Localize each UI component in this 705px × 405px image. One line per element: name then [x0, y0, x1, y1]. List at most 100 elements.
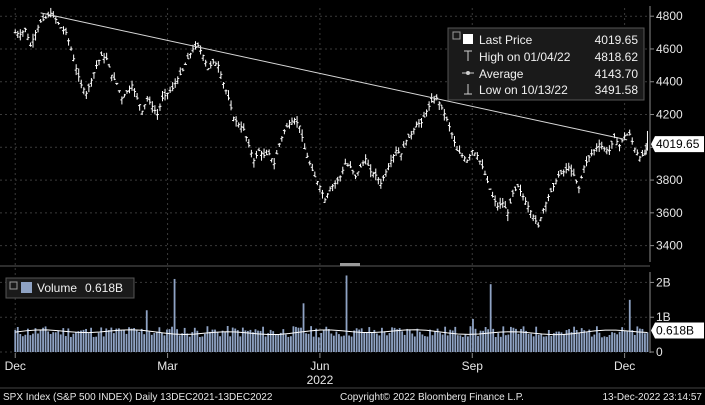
- price-bar: [320, 189, 324, 199]
- price-bar: [640, 149, 644, 157]
- price-legend: Last Price 4019.65 High on 01/04/22 4818…: [447, 27, 645, 101]
- price-bar: [402, 141, 406, 148]
- volume-bar: [105, 328, 108, 352]
- price-bar: [188, 52, 192, 59]
- volume-legend: Volume 0.618B: [5, 277, 135, 299]
- volume-bar: [469, 326, 472, 352]
- price-bar: [194, 41, 198, 50]
- volume-bar: [454, 326, 457, 352]
- price-bar: [64, 27, 68, 36]
- volume-bar: [236, 330, 239, 352]
- last-volume-tag-label: 0.618B: [656, 324, 694, 338]
- volume-bar: [360, 328, 363, 352]
- volume-bar: [26, 328, 29, 352]
- volume-bar: [267, 333, 270, 352]
- high-marker-icon: [464, 50, 472, 61]
- volume-bar: [178, 335, 181, 352]
- month-label: Sep: [462, 359, 484, 373]
- price-bar: [21, 30, 25, 37]
- volume-bar: [497, 333, 500, 352]
- price-bar: [181, 68, 185, 72]
- volume-bar: [310, 326, 313, 352]
- volume-bar: [67, 328, 70, 352]
- volume-bar: [300, 327, 302, 352]
- volume-bar: [375, 333, 378, 352]
- volume-bar: [148, 331, 151, 352]
- volume-bar: [221, 330, 224, 352]
- volume-bar: [499, 336, 502, 352]
- price-bar: [150, 101, 154, 113]
- price-bar: [549, 187, 553, 193]
- volume-bar: [14, 329, 17, 352]
- volume-bar: [575, 329, 578, 352]
- price-bar: [153, 105, 157, 115]
- volume-tick-label: 1B: [656, 310, 671, 324]
- legend-value-low: 3491.58: [595, 83, 639, 97]
- volume-bar: [472, 318, 474, 352]
- volume-bar: [16, 327, 19, 352]
- volume-bar: [646, 332, 649, 352]
- last-price-tag-label: 4019.65: [656, 137, 700, 151]
- volume-bar: [563, 333, 565, 352]
- price-bar: [239, 121, 243, 133]
- price-bar: [595, 143, 599, 152]
- price-bar: [178, 67, 182, 76]
- volume-bar: [249, 329, 252, 352]
- volume-bar: [350, 336, 353, 352]
- price-bar: [262, 148, 266, 159]
- volume-bar: [595, 326, 598, 352]
- price-bar: [397, 147, 401, 154]
- price-bar: [161, 90, 164, 102]
- price-bar: [112, 72, 116, 81]
- price-bar: [105, 52, 109, 61]
- price-bar: [407, 133, 411, 138]
- price-bar: [79, 79, 83, 89]
- volume-bar: [130, 328, 133, 352]
- price-bar: [356, 171, 360, 176]
- price-tick-label: 4200: [656, 108, 683, 122]
- price-bar: [422, 111, 426, 118]
- volume-bar: [601, 337, 603, 352]
- price-bar: [310, 163, 314, 172]
- price-bar: [638, 155, 642, 162]
- volume-bar: [532, 336, 535, 352]
- volume-bar: [191, 332, 194, 352]
- volume-tick-label: 0: [656, 345, 663, 359]
- volume-legend-collapse-icon[interactable]: [9, 281, 18, 290]
- volume-bar: [530, 333, 533, 352]
- volume-bar: [315, 328, 318, 352]
- price-bar: [28, 42, 32, 47]
- volume-bar: [110, 327, 113, 352]
- volume-bar: [325, 326, 328, 352]
- price-bar: [295, 116, 299, 128]
- legend-collapse-icon[interactable]: [452, 31, 461, 40]
- legend-label-average: Average: [479, 67, 524, 81]
- price-bar: [318, 185, 322, 193]
- volume-bar: [441, 334, 444, 352]
- price-bar: [39, 19, 43, 23]
- price-bar: [458, 145, 462, 154]
- price-bar: [252, 158, 256, 168]
- price-bar: [49, 7, 53, 18]
- volume-bar: [171, 326, 173, 352]
- price-bar: [234, 116, 238, 127]
- price-tick-label: 4600: [656, 42, 683, 56]
- price-bar: [541, 208, 545, 214]
- volume-bar: [449, 329, 452, 352]
- price-legend-box: [447, 27, 645, 101]
- volume-bar: [507, 334, 510, 352]
- price-bar: [87, 83, 91, 93]
- volume-bar: [115, 328, 118, 352]
- volume-bar: [421, 334, 424, 352]
- volume-bar: [259, 330, 262, 352]
- price-bar: [567, 162, 571, 172]
- volume-bar: [82, 329, 85, 352]
- price-bar: [249, 149, 253, 158]
- price-bar: [513, 186, 517, 192]
- panel-resize-handle[interactable]: [340, 263, 360, 266]
- price-bar: [442, 108, 446, 121]
- price-bar: [615, 137, 619, 146]
- volume-bar: [633, 334, 636, 352]
- volume-bar: [578, 332, 581, 352]
- price-bar: [353, 174, 357, 180]
